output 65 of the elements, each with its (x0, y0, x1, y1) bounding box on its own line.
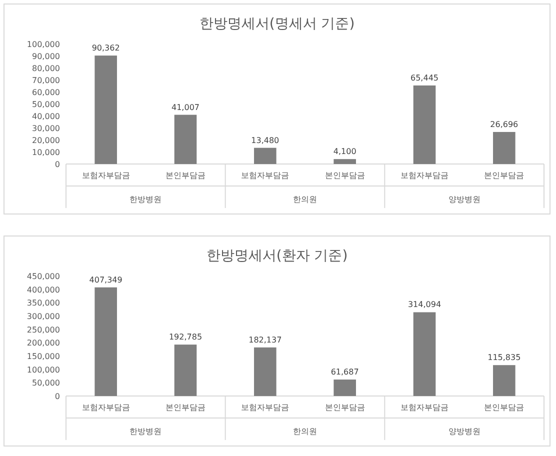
data-label: 13,480 (251, 136, 280, 145)
x-tick-label: 본인부담금 (166, 403, 206, 412)
y-tick-label: 100,000 (26, 365, 60, 374)
y-tick-label: 450,000 (26, 272, 60, 281)
y-tick-label: 10,000 (32, 148, 60, 157)
y-tick-label: 20,000 (32, 136, 60, 145)
y-tick-label: 200,000 (26, 338, 60, 348)
bar (334, 159, 356, 164)
bar (174, 344, 197, 396)
data-label: 65,445 (410, 73, 438, 82)
bar (413, 312, 436, 396)
y-tick-label: 400,000 (26, 285, 60, 294)
text: 양방병원 (448, 427, 480, 436)
data-label: 41,007 (172, 102, 200, 112)
y-tick-label: 100,000 (26, 40, 60, 49)
data-label: 407,349 (89, 275, 122, 284)
x-tick-label: 보험자부담금 (82, 171, 130, 180)
text: 한방병원 (130, 427, 162, 436)
y-tick-label: 300,000 (26, 312, 60, 321)
y-tick-label: 350,000 (26, 298, 60, 308)
x-tick-label: 보험자부담금 (400, 403, 448, 412)
text: 한의원 (293, 195, 317, 204)
bar (493, 365, 516, 396)
bar (254, 148, 276, 164)
text: 한의원 (293, 427, 317, 436)
text: 양방병원 (448, 195, 480, 204)
x-tick-label: 본인부담금 (324, 171, 365, 180)
bar (94, 287, 117, 396)
data-label: 192,785 (168, 332, 202, 342)
y-tick-label: 60,000 (32, 88, 60, 97)
y-tick-label: 90,000 (32, 52, 60, 61)
chart-title: 한방명세서(환자 기준) (206, 248, 348, 264)
bar (94, 56, 117, 164)
y-tick-label: 50,000 (32, 100, 60, 109)
data-label: 314,094 (408, 300, 442, 310)
x-tick-label: 본인부담금 (324, 403, 365, 412)
x-tick-label: 본인부담금 (484, 171, 524, 180)
x-tick-label: 보험자부담금 (82, 403, 130, 412)
data-label: 26,696 (490, 120, 518, 129)
bar (254, 347, 276, 396)
data-label: 90,362 (92, 44, 120, 53)
data-label: 61,687 (330, 368, 359, 377)
bar (493, 132, 516, 164)
y-tick-label: 0 (54, 392, 60, 401)
y-tick-label: 70,000 (32, 76, 60, 85)
data-label: 115,835 (488, 353, 521, 362)
bar (413, 85, 436, 164)
y-tick-label: 150,000 (26, 352, 60, 361)
x-tick-label: 본인부담금 (166, 171, 206, 180)
x-tick-label: 보험자부담금 (400, 171, 448, 180)
y-tick-label: 40,000 (32, 112, 60, 121)
bar (334, 380, 356, 396)
y-tick-label: 50,000 (32, 378, 60, 388)
y-tick-label: 80,000 (32, 64, 60, 73)
chart-title: 한방명세서(명세서 기준) (199, 16, 355, 32)
y-tick-label: 250,000 (26, 325, 60, 334)
y-tick-label: 30,000 (32, 124, 60, 133)
data-label: 182,137 (248, 335, 282, 344)
y-tick-label: 0 (54, 160, 60, 169)
x-tick-label: 보험자부담금 (241, 403, 290, 412)
x-tick-label: 본인부담금 (484, 403, 524, 412)
data-label: 4,100 (333, 147, 356, 156)
x-tick-label: 보험자부담금 (241, 171, 290, 180)
bar (174, 114, 197, 164)
text: 한방병원 (130, 195, 162, 204)
